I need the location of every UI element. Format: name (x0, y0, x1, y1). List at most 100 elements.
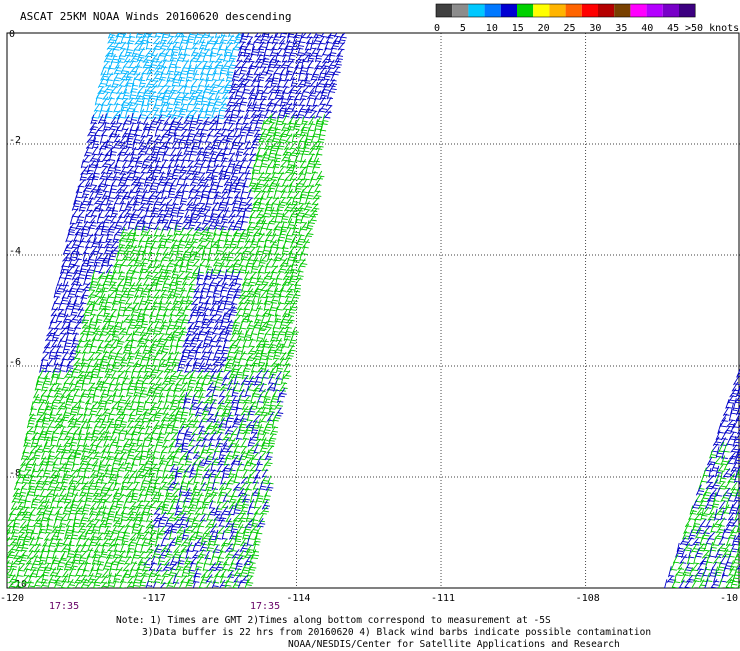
x-tick-label: -108 (576, 593, 600, 604)
wind-barb (161, 189, 167, 200)
wind-barb (223, 558, 229, 566)
wind-barb (255, 60, 261, 68)
wind-barb (131, 427, 139, 435)
wind-barb (228, 214, 235, 223)
legend-swatch (614, 4, 630, 17)
wind-barb (46, 455, 54, 466)
wind-barb (160, 320, 168, 330)
wind-barb (256, 493, 263, 503)
wind-barb (198, 140, 204, 150)
wind-barb (135, 567, 143, 577)
wind-barb (292, 103, 298, 113)
wind-barb (214, 220, 222, 230)
wind-barb (696, 485, 704, 496)
wind-barb (199, 295, 205, 304)
wind-barb (121, 258, 127, 267)
legend-label: 0 (434, 23, 440, 34)
wind-barb (282, 54, 288, 63)
wind-barb (251, 46, 258, 56)
legend-swatch (647, 4, 663, 17)
wind-barb (256, 306, 262, 317)
wind-barb (281, 91, 287, 100)
wind-barb (223, 239, 230, 248)
wind-barb (242, 499, 249, 509)
wind-barb (204, 241, 210, 249)
wind-barb (0, 555, 7, 565)
wind-barb (711, 523, 717, 533)
wind-barb (133, 226, 139, 236)
wind-barb (278, 167, 284, 175)
wind-barb (126, 549, 132, 559)
wind-barb (261, 255, 267, 262)
wind-barb (97, 466, 104, 477)
wind-barb (250, 147, 256, 156)
wind-barb (81, 296, 87, 305)
wind-barb (89, 345, 95, 354)
wind-barb (238, 356, 244, 367)
wind-barb (90, 154, 98, 162)
wind-barb (153, 295, 159, 304)
wind-barb (109, 566, 115, 577)
wind-barb (106, 108, 112, 119)
wind-barb (280, 68, 286, 76)
wind-barb (182, 183, 188, 192)
wind-barb (316, 109, 322, 118)
wind-barb (113, 139, 122, 149)
wind-barb (302, 239, 309, 248)
wind-barb (196, 376, 203, 385)
wind-barb (33, 526, 39, 535)
wind-barb (101, 444, 109, 453)
wind-barb (197, 493, 203, 503)
wind-barb (65, 269, 72, 280)
wind-barb (272, 33, 279, 44)
wind-barb (240, 506, 248, 515)
wind-barb (247, 411, 253, 421)
wind-barb (243, 148, 249, 155)
wind-barb (127, 258, 135, 267)
wind-barb (262, 120, 268, 130)
wind-barb (106, 294, 112, 304)
wind-barb (703, 567, 709, 577)
wind-barb (188, 219, 195, 229)
wind-barb (711, 480, 719, 490)
wind-barb (219, 487, 227, 496)
wind-barb (61, 294, 68, 305)
wind-barb (87, 358, 93, 367)
wind-barb (298, 71, 304, 82)
wind-barb (145, 237, 152, 248)
map-title: ASCAT 25KM NOAA Winds 20160620 descendin… (20, 10, 292, 23)
wind-barb (167, 220, 173, 229)
wind-barb (246, 65, 252, 75)
wind-barb (116, 347, 122, 354)
wind-barb (134, 382, 141, 391)
wind-barb (167, 228, 173, 237)
wind-barb (46, 362, 52, 372)
wind-barb (224, 457, 230, 466)
wind-barb (46, 524, 53, 534)
wind-barb (168, 127, 175, 137)
wind-barb (51, 401, 58, 410)
wind-barb (45, 334, 51, 341)
wind-barb (79, 334, 85, 342)
wind-barb (260, 67, 268, 76)
wind-barb (210, 369, 216, 379)
wind-barb (63, 314, 71, 323)
wind-barbs (0, 26, 740, 591)
wind-barb (228, 375, 235, 385)
wind-barb (106, 78, 112, 87)
wind-barb (91, 430, 98, 441)
wind-barb (237, 79, 246, 87)
wind-barb (266, 319, 273, 328)
wind-barb (12, 493, 20, 503)
wind-barb (232, 396, 239, 404)
wind-barb (262, 399, 270, 410)
wind-barb (202, 250, 208, 260)
wind-barb (209, 438, 215, 447)
wind-barb (709, 468, 715, 477)
wind-barb (219, 418, 227, 428)
wind-barb (159, 455, 167, 465)
wind-barb (21, 512, 29, 520)
wind-barb (196, 241, 204, 249)
wind-barb (245, 386, 251, 397)
